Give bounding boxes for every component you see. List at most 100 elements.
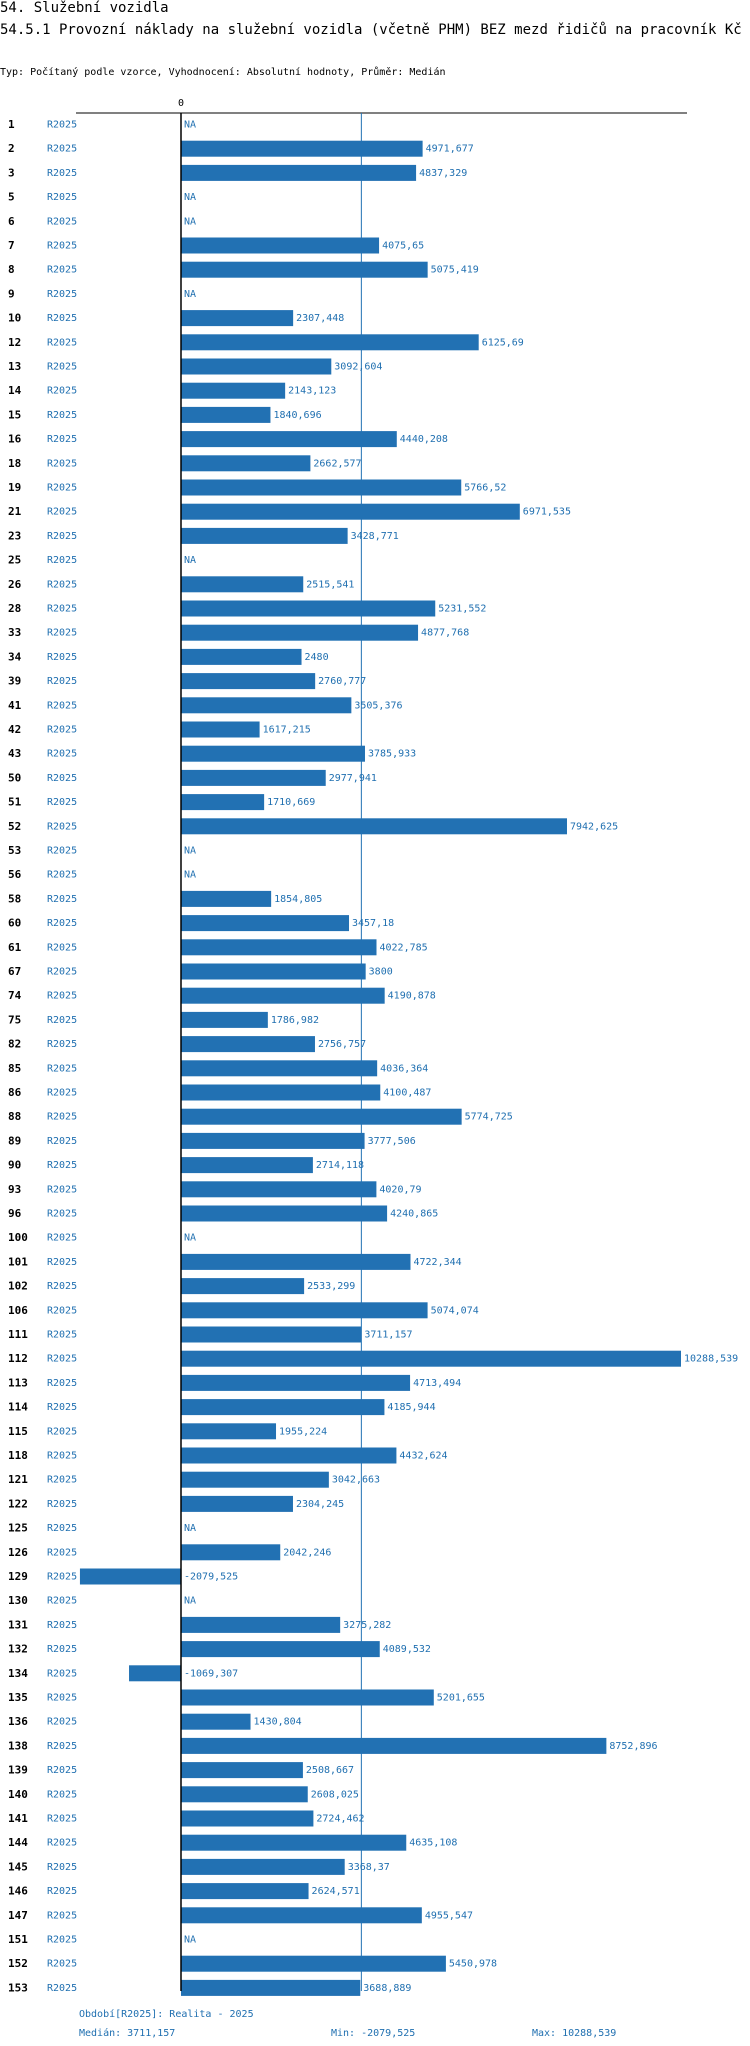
row-id-label: 3 (8, 166, 15, 179)
data-label: 1786,982 (271, 1015, 319, 1026)
row-id-label: 136 (8, 1715, 28, 1728)
data-label: 4432,624 (399, 1451, 447, 1462)
data-label: 3042,663 (332, 1475, 380, 1486)
row-period-label: R2025 (47, 1281, 77, 1292)
row-id-label: 121 (8, 1473, 28, 1486)
data-label: 5766,52 (464, 483, 506, 494)
data-label: 2624,571 (312, 1886, 360, 1897)
data-label: 4185,944 (387, 1402, 435, 1413)
row-id-label: 42 (8, 723, 21, 736)
row-id-label: 151 (8, 1933, 28, 1946)
na-label: NA (184, 1935, 196, 1946)
data-label: 6971,535 (523, 507, 571, 518)
bar (181, 1132, 365, 1149)
data-label: 4440,208 (400, 434, 448, 445)
data-label: 2042,246 (283, 1547, 331, 1558)
bar (181, 1036, 315, 1053)
row-period-label: R2025 (47, 1765, 77, 1776)
data-label: 8752,896 (609, 1741, 657, 1752)
na-label: NA (184, 289, 196, 300)
data-label: 4020,79 (379, 1184, 421, 1195)
row-period-label: R2025 (47, 1426, 77, 1437)
row-id-label: 8 (8, 263, 15, 276)
row-id-label: 140 (8, 1788, 28, 1801)
row-period-label: R2025 (47, 1184, 77, 1195)
bar (181, 1399, 385, 1416)
row-id-label: 88 (8, 1110, 21, 1123)
row-id-label: 9 (8, 287, 15, 300)
data-label: 3711,157 (364, 1330, 412, 1341)
data-label: 2756,757 (318, 1039, 366, 1050)
data-label: 5450,978 (449, 1959, 497, 1970)
footer-max: Max: 10288,539 (532, 2028, 617, 2039)
data-label: 4100,487 (383, 1088, 431, 1099)
row-period-label: R2025 (47, 1717, 77, 1728)
bar (181, 140, 423, 157)
row-period-label: R2025 (47, 216, 77, 227)
row-id-label: 138 (8, 1739, 28, 1752)
row-period-label: R2025 (47, 991, 77, 1002)
na-label: NA (184, 1233, 196, 1244)
row-period-label: R2025 (47, 289, 77, 300)
row-id-label: 147 (8, 1909, 28, 1922)
row-id-label: 101 (8, 1255, 28, 1268)
row-id-label: 144 (8, 1836, 28, 1849)
row-id-label: 96 (8, 1207, 22, 1220)
row-period-label: R2025 (47, 434, 77, 445)
bar (181, 624, 419, 641)
data-label: 2307,448 (296, 313, 344, 324)
row-id-label: 100 (8, 1231, 28, 1244)
bar (181, 1810, 314, 1827)
data-label: 3428,771 (351, 531, 399, 542)
bar (181, 527, 348, 544)
row-period-label: R2025 (47, 846, 77, 857)
data-label: 3785,933 (368, 749, 416, 760)
row-id-label: 21 (8, 505, 22, 518)
bar (181, 261, 428, 278)
row-id-label: 89 (8, 1134, 21, 1147)
row-period-label: R2025 (47, 773, 77, 784)
data-label: 2724,462 (316, 1814, 364, 1825)
row-id-label: 114 (8, 1401, 28, 1414)
row-period-label: R2025 (47, 1644, 77, 1655)
row-id-label: 139 (8, 1764, 28, 1777)
data-label: 2533,299 (307, 1281, 355, 1292)
data-label: 4955,547 (425, 1910, 473, 1921)
na-label: NA (184, 846, 196, 857)
row-id-label: 130 (8, 1594, 28, 1607)
row-period-label: R2025 (47, 1910, 77, 1921)
data-label: 1854,805 (274, 894, 322, 905)
row-period-label: R2025 (47, 1547, 77, 1558)
footer-period: Období[R2025]: Realita - 2025 (79, 2009, 254, 2020)
bar (181, 818, 567, 835)
row-id-label: 7 (8, 239, 15, 252)
data-label: 2508,667 (306, 1765, 354, 1776)
row-id-label: 132 (8, 1643, 28, 1656)
chart-title: 54.5.1 Provozní náklady na služební vozi… (0, 22, 742, 38)
row-id-label: 152 (8, 1957, 28, 1970)
row-id-label: 2 (8, 142, 15, 155)
bar (181, 1205, 388, 1222)
data-label: 2608,025 (311, 1789, 359, 1800)
bar (181, 600, 436, 617)
row-period-label: R2025 (47, 507, 77, 518)
na-label: NA (184, 1523, 196, 1534)
row-id-label: 5 (8, 191, 15, 204)
bar (181, 673, 316, 690)
data-label: 5774,725 (465, 1112, 513, 1123)
bar (181, 334, 479, 351)
na-label: NA (184, 870, 196, 881)
row-period-label: R2025 (47, 1039, 77, 1050)
row-id-label: 60 (8, 917, 21, 930)
row-id-label: 23 (8, 529, 21, 542)
row-period-label: R2025 (47, 1015, 77, 1026)
bar (181, 1326, 362, 1343)
data-label: 4075,65 (382, 241, 424, 252)
bar (181, 382, 286, 399)
row-id-label: 15 (8, 408, 21, 421)
bar (181, 794, 265, 811)
row-id-label: 16 (8, 433, 22, 446)
row-id-label: 112 (8, 1352, 28, 1365)
row-id-label: 102 (8, 1280, 28, 1293)
data-label: 3092,604 (334, 362, 382, 373)
